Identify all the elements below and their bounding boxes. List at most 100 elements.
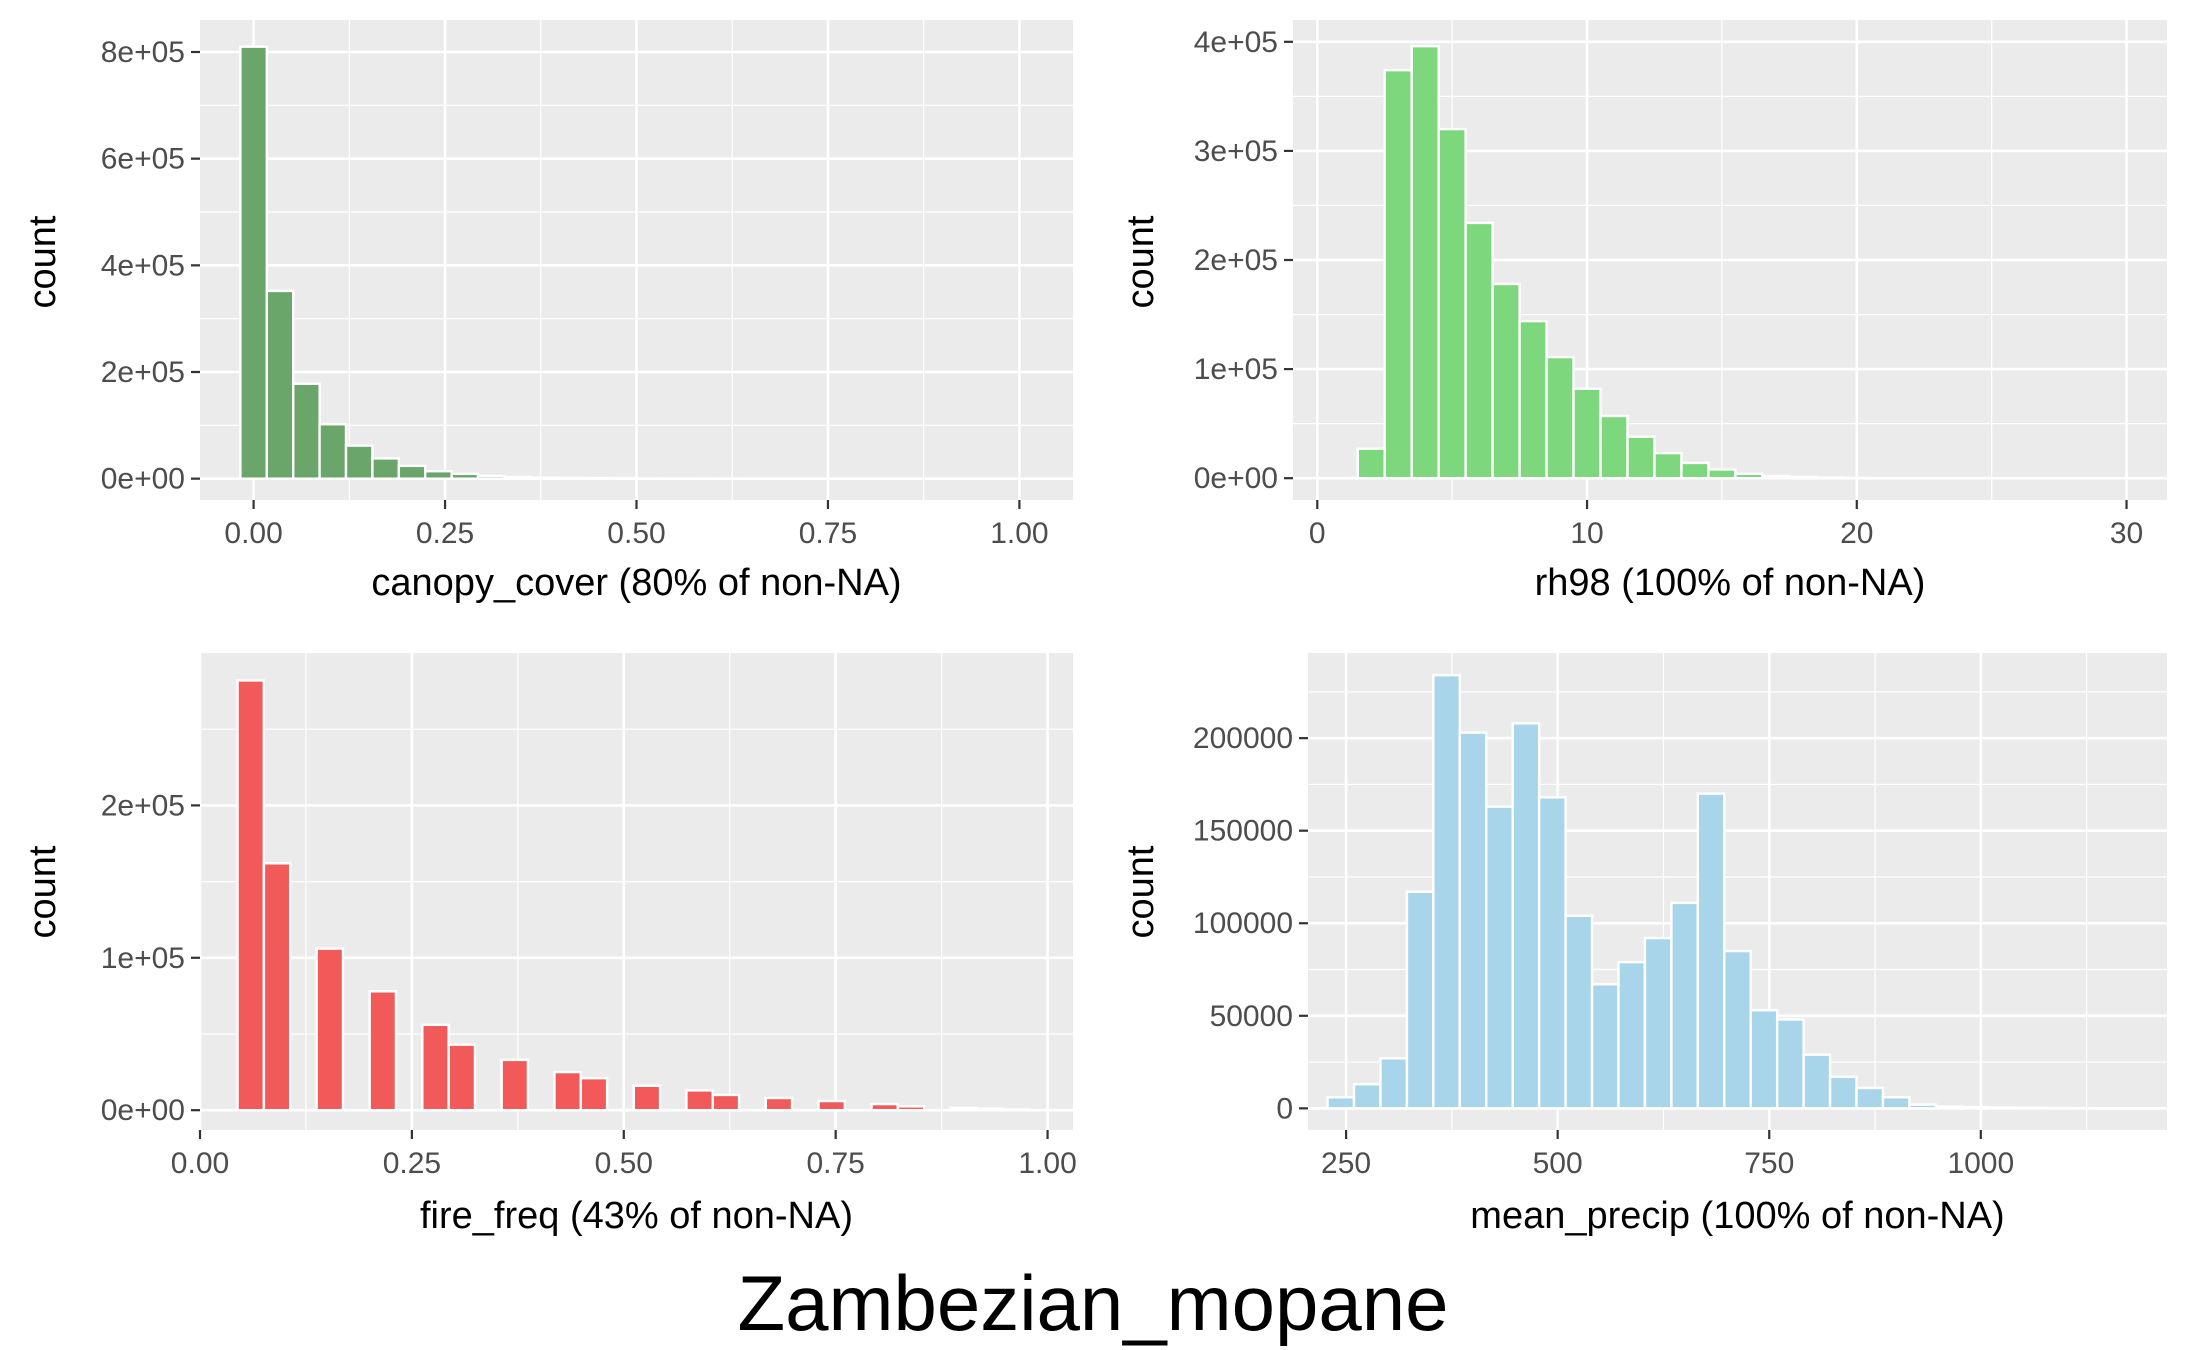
x-tick-label: 0.00 (171, 1147, 229, 1180)
histogram-bar (1653, 451, 1683, 480)
histogram-bar (503, 475, 533, 480)
histogram-bar (447, 1043, 477, 1112)
histogram-bar (1432, 674, 1462, 1110)
x-tick-label: 0.25 (416, 517, 474, 550)
y-tick-label: 0 (1276, 1092, 1293, 1125)
histogram-bar (450, 472, 480, 480)
x-tick-label: 0.50 (595, 1147, 653, 1180)
histogram-bar (424, 470, 453, 480)
x-tick-label: 10 (1570, 517, 1603, 550)
histogram-bar (1352, 1083, 1382, 1110)
histogram-bar (1934, 1105, 1964, 1110)
histogram-bar (292, 382, 321, 480)
y-axis-title: count (22, 845, 64, 938)
x-axis-title: canopy_cover (80% of non-NA) (371, 562, 901, 604)
histogram-bar (1511, 722, 1541, 1110)
histogram-bar (315, 947, 345, 1112)
y-tick-label: 4e+05 (1194, 26, 1278, 59)
y-tick-label: 4e+05 (101, 249, 185, 282)
histogram-bar (2013, 1106, 2043, 1110)
histogram-bar (1802, 1053, 1832, 1110)
histogram-bar (1707, 468, 1737, 480)
y-axis-title: count (1120, 215, 1162, 308)
y-tick-label: 100000 (1193, 907, 1293, 940)
x-tick-label: 0.75 (806, 1147, 864, 1180)
x-tick-label: 0 (1309, 517, 1326, 550)
histogram-bar (476, 474, 506, 480)
histogram-bar (949, 1106, 979, 1112)
histogram-bar (368, 990, 398, 1112)
histogram-bar (1828, 1075, 1858, 1110)
histogram-bar (1564, 914, 1594, 1110)
x-tick-label: 750 (1744, 1147, 1794, 1180)
histogram-bar (1723, 949, 1752, 1110)
x-tick-label: 0.00 (224, 517, 282, 550)
y-tick-label: 0e+00 (101, 463, 185, 496)
y-tick-label: 2e+05 (101, 789, 185, 822)
panel-fire-freq: 0.00 0.25 0.50 0.75 1.00 0e+00 1e+05 2e+05 fire_… (22, 653, 1077, 1237)
histogram-bar (1572, 387, 1602, 480)
histogram-bar (1761, 474, 1791, 480)
histogram-bar (1002, 1108, 1032, 1112)
y-tick-label: 200000 (1193, 722, 1293, 755)
histogram-bar (1599, 414, 1629, 480)
y-tick-label: 2e+05 (1194, 244, 1278, 277)
y-tick-label: 0e+00 (101, 1094, 185, 1127)
histogram-bar (1961, 1105, 1990, 1110)
histogram-bar (1734, 472, 1764, 480)
histogram-bar (1383, 68, 1413, 480)
histogram-bar (1815, 476, 1845, 480)
histogram-bar (1458, 731, 1488, 1110)
y-tick-label: 1e+05 (101, 942, 185, 975)
histogram-bar (1670, 901, 1700, 1110)
panel-canopy-cover: 0.00 0.25 0.50 0.75 1.00 0e+00 2e+05 4e+05 6e+05… (22, 20, 1073, 604)
histogram-bar (1537, 796, 1567, 1110)
x-axis-title: fire_freq (43% of non-NA) (420, 1195, 853, 1237)
histogram-bar (421, 1023, 450, 1112)
histogram-bar (1545, 355, 1575, 480)
histogram-bar (1464, 221, 1494, 480)
y-axis-title: count (1120, 845, 1162, 938)
histogram-bar (685, 1089, 714, 1112)
histogram-bar (1788, 475, 1818, 480)
histogram-bar (632, 1084, 662, 1112)
histogram-bar (1775, 1018, 1805, 1110)
histogram-bar (1356, 447, 1386, 480)
x-tick-label: 30 (2110, 517, 2143, 550)
y-tick-label: 3e+05 (1194, 135, 1278, 168)
histogram-bar (1626, 435, 1656, 480)
x-tick-label: 0.25 (383, 1147, 441, 1180)
x-axis-title: mean_precip (100% of non-NA) (1470, 1195, 2004, 1237)
histogram-bar (1987, 1106, 2017, 1110)
histogram-bar (556, 476, 585, 480)
y-tick-label: 2e+05 (101, 356, 185, 389)
histogram-bar (553, 1070, 582, 1112)
histogram-bar (1485, 805, 1514, 1110)
histogram-bar (1590, 983, 1620, 1110)
x-tick-label: 1.00 (990, 517, 1048, 550)
histogram-bar (236, 679, 266, 1112)
histogram-bar (711, 1093, 741, 1112)
histogram-bar (529, 476, 559, 480)
histogram-bar (397, 464, 427, 480)
panel-rh98: 0 10 20 30 0e+00 1e+05 2e+05 3e+05 4e+05 rh98 (10… (1120, 20, 2167, 604)
histogram-bar (371, 457, 401, 480)
x-axis-title: rh98 (100% of non-NA) (1535, 562, 1926, 604)
x-tick-label: 0.75 (799, 517, 857, 550)
histogram-bar (1643, 936, 1673, 1110)
y-tick-label: 0e+00 (1194, 462, 1278, 495)
histogram-bar (896, 1105, 926, 1112)
y-tick-label: 150000 (1193, 815, 1293, 848)
figure-title: Zambezian_mopane (737, 1259, 1448, 1347)
histogram-bar (1881, 1096, 1911, 1110)
y-tick-label: 8e+05 (101, 36, 185, 69)
histogram-bar (582, 476, 612, 480)
histogram-bar (318, 423, 348, 480)
y-axis-title: count (22, 215, 64, 308)
histogram-bar (1491, 282, 1521, 480)
histogram-bar (870, 1102, 900, 1112)
x-tick-label: 20 (1840, 517, 1873, 550)
histogram-bar (975, 1107, 1005, 1112)
histogram-bar (1379, 1057, 1409, 1110)
histogram-bar (239, 45, 269, 480)
